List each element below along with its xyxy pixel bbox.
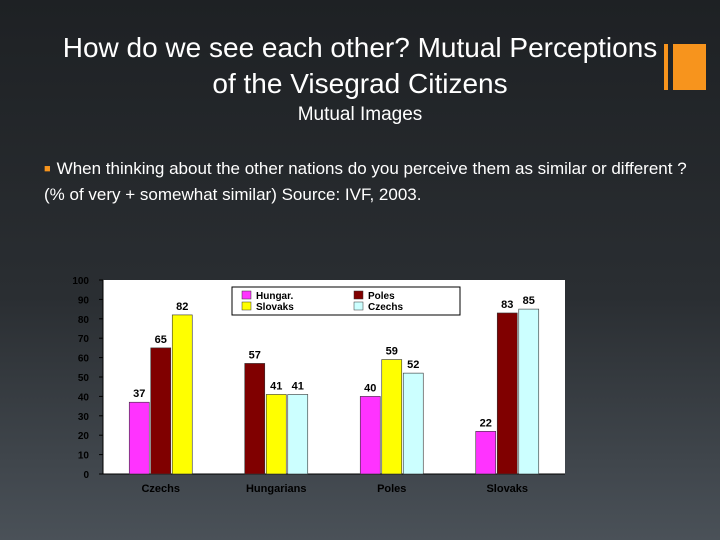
- legend-label-poles: Poles: [368, 291, 395, 302]
- bar-poles-slovaks: [496, 312, 518, 475]
- data-label: 52: [407, 359, 419, 371]
- data-label: 40: [364, 382, 376, 394]
- bar-czechs-hungarians: [287, 394, 309, 475]
- chart-container: 0 10 20 30 40 50 60 70 80 90 100 37 65 82 Czechs 57 41 41…: [60, 270, 580, 500]
- data-label: 83: [501, 299, 513, 311]
- data-label: 82: [176, 301, 188, 313]
- legend-swatch-slovaks: [241, 301, 252, 311]
- legend-label-hungar: Hungar.: [256, 291, 293, 302]
- slide-title: How do we see each other? Mutual Percept…: [62, 32, 658, 99]
- bullet-text: When thinking about the other nations do…: [44, 159, 687, 204]
- category-label: Hungarians: [246, 483, 307, 495]
- y-tick-label: 70: [78, 334, 90, 345]
- legend-label-slovaks: Slovaks: [256, 302, 294, 313]
- bar-slovaks-hungarians: [265, 394, 287, 475]
- accent-bar-thin: [664, 44, 668, 90]
- data-label: 57: [249, 349, 261, 361]
- bar-hungar-poles: [359, 396, 381, 475]
- y-tick-label: 0: [83, 470, 89, 481]
- legend-swatch-hungar: [241, 290, 252, 300]
- y-tick-label: 90: [78, 295, 90, 306]
- y-tick-label: 30: [78, 412, 90, 423]
- legend-label-czechs: Czechs: [368, 302, 403, 313]
- bar-hungar-slovaks: [475, 431, 497, 475]
- y-tick-label: 80: [78, 315, 90, 326]
- y-tick-label: 10: [78, 451, 90, 462]
- data-label: 65: [155, 334, 167, 346]
- category-label: Czechs: [141, 483, 180, 495]
- bar-slovaks-poles: [381, 359, 403, 475]
- bullet-item: ■ When thinking about the other nations d…: [44, 156, 694, 207]
- data-label: 37: [133, 388, 145, 400]
- legend-swatch-poles: [353, 290, 364, 300]
- data-label: 85: [523, 295, 535, 307]
- bar-hungar-czechs: [128, 401, 150, 475]
- y-tick-label: 100: [72, 276, 89, 287]
- bar-slovaks-czechs: [171, 314, 193, 475]
- category-label: Slovaks: [486, 483, 528, 495]
- bar-czechs-slovaks: [518, 308, 540, 475]
- legend-swatch-czechs: [353, 301, 364, 311]
- slide-subtitle: Mutual Images: [297, 104, 423, 125]
- data-label: 41: [292, 380, 304, 392]
- bar-chart: 0 10 20 30 40 50 60 70 80 90 100 37 65 82 Czechs 57 41 41…: [72, 276, 565, 495]
- y-tick-label: 20: [78, 431, 90, 442]
- accent-bar-thick: [673, 44, 706, 90]
- y-tick-label: 40: [78, 392, 90, 403]
- bar-czechs-poles: [402, 372, 424, 475]
- bar-poles-czechs: [150, 347, 172, 475]
- y-tick-label: 50: [78, 373, 90, 384]
- data-label: 59: [386, 346, 398, 358]
- y-tick-label: 60: [78, 354, 90, 365]
- data-label: 41: [270, 380, 282, 392]
- data-label: 22: [480, 417, 492, 429]
- bullet-square-icon: ■: [44, 163, 51, 175]
- bar-poles-hungarians: [244, 363, 266, 475]
- category-label: Poles: [377, 483, 406, 495]
- legend-box: [231, 286, 461, 316]
